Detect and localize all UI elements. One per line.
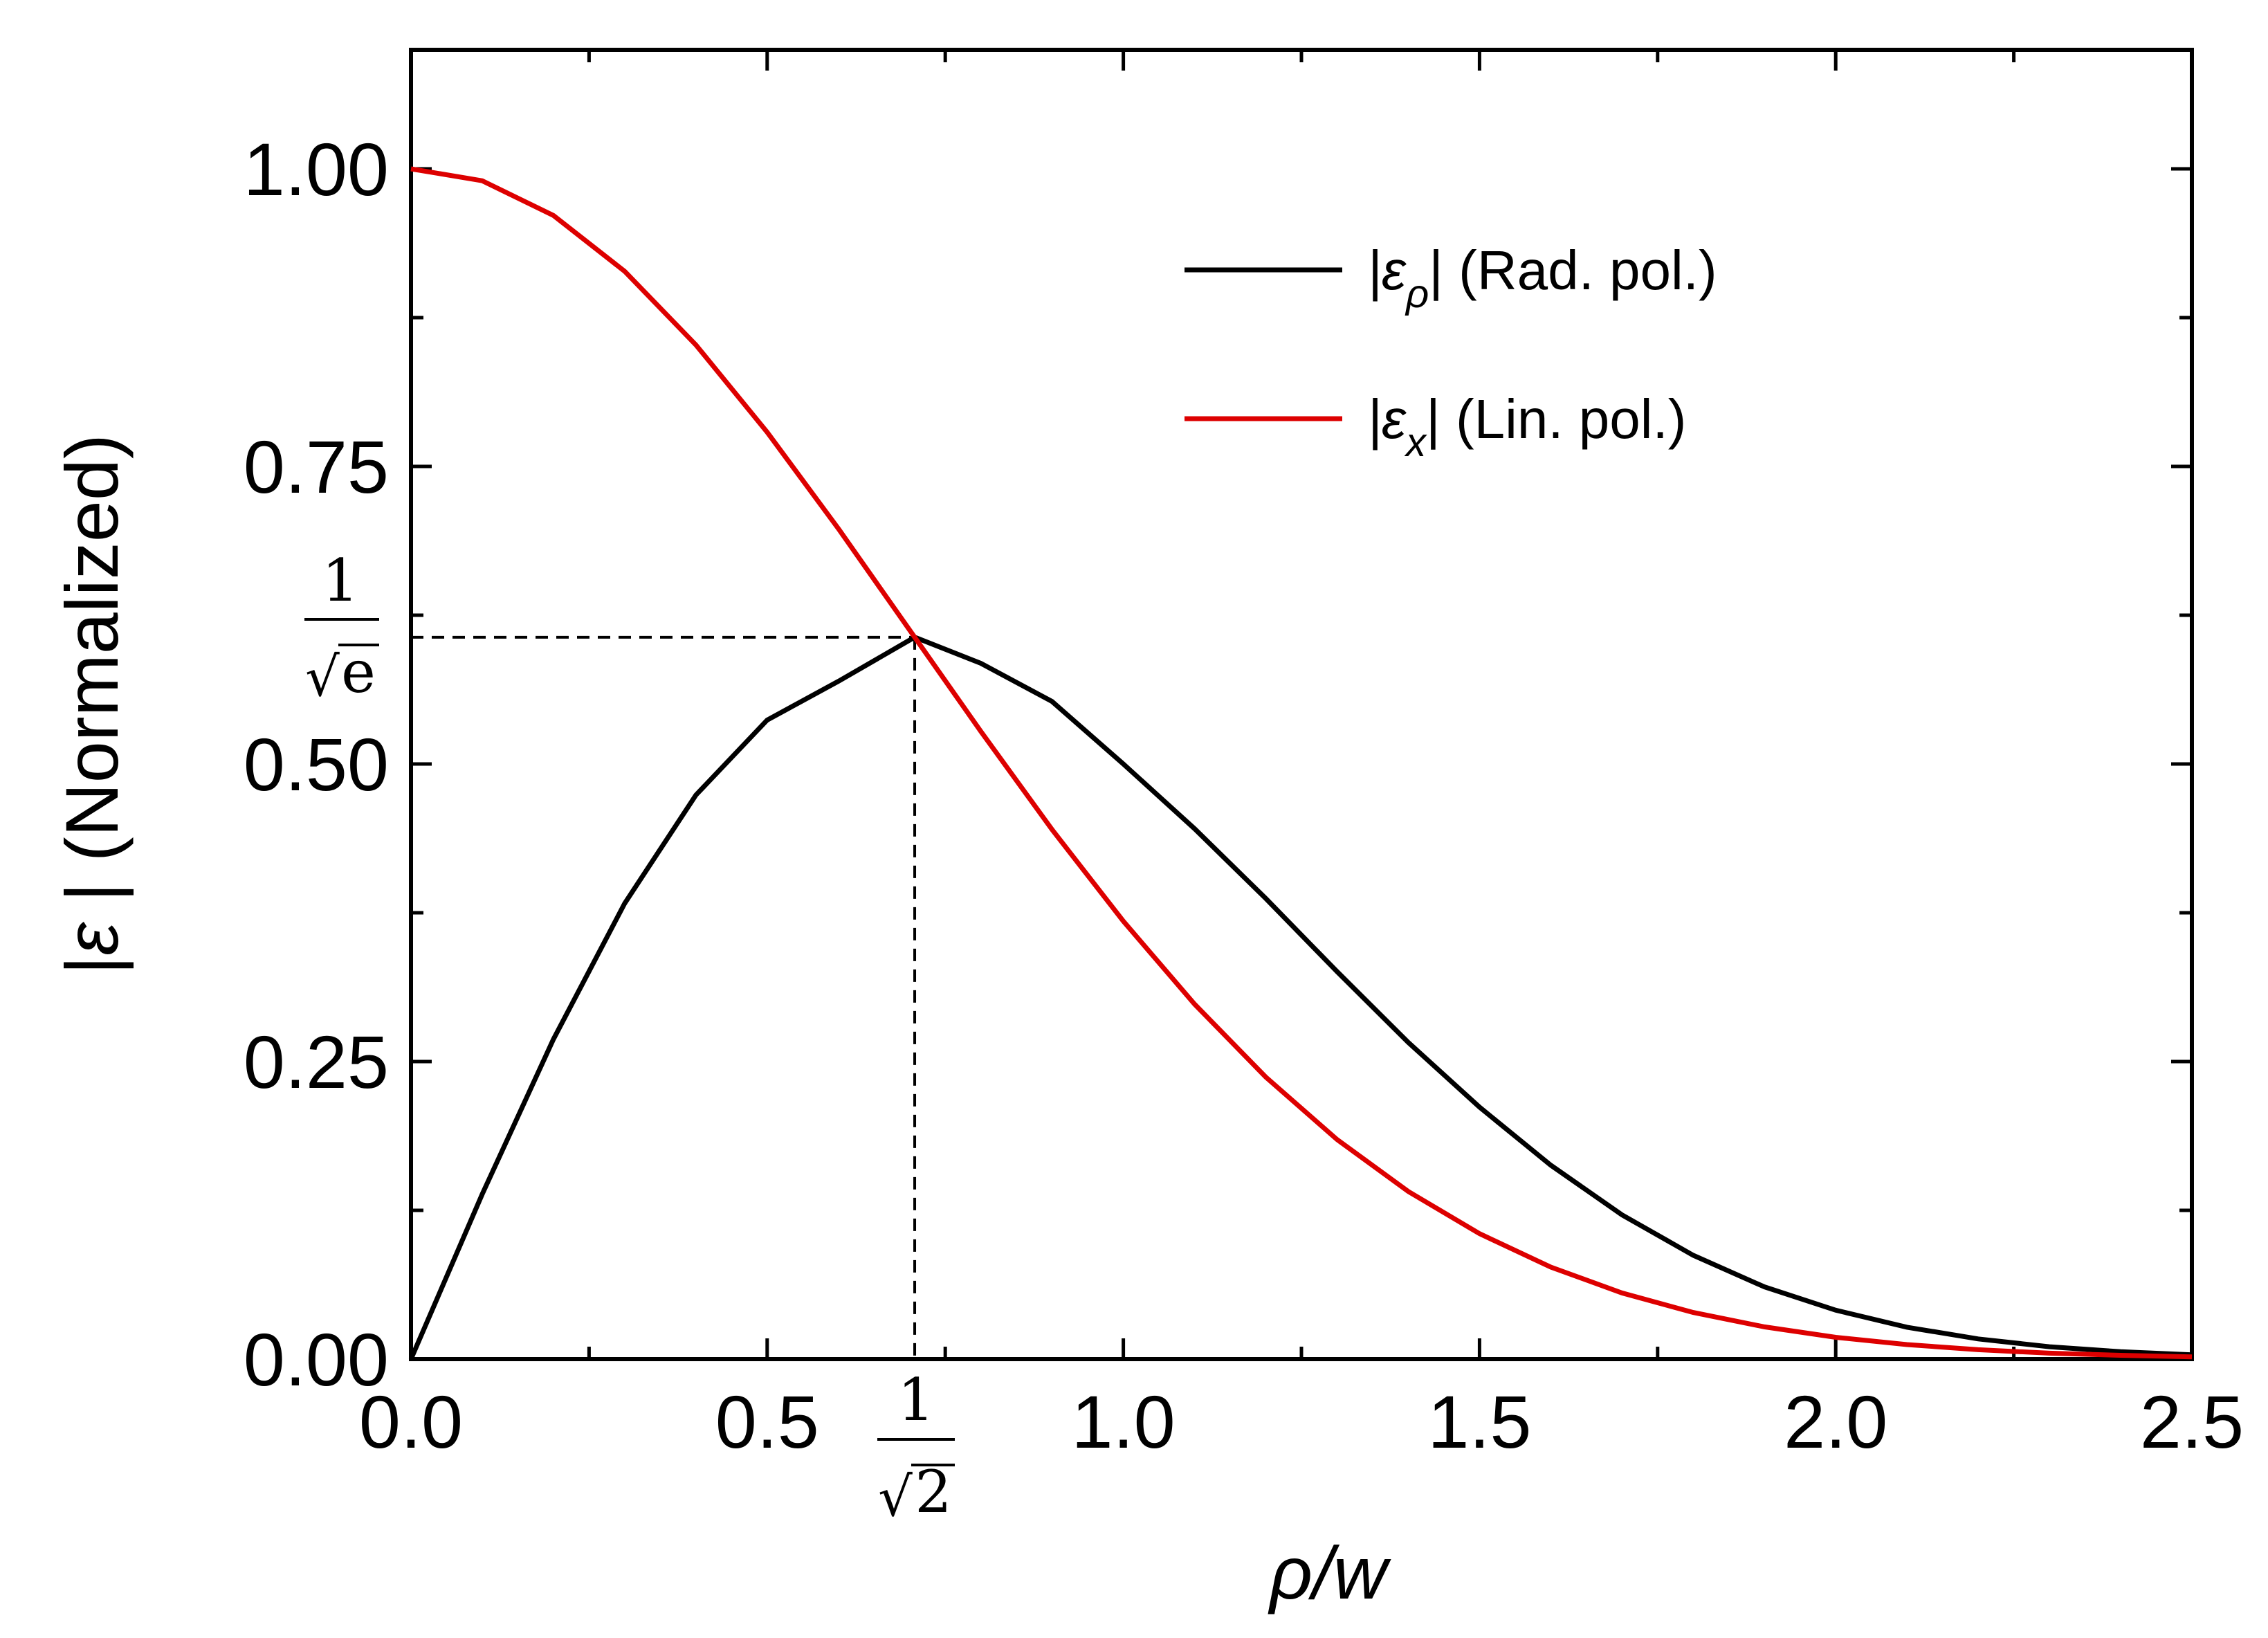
y-tick-label: 0.75 [244, 425, 389, 509]
y-axis-title-symbol: ε [50, 922, 134, 956]
x-peak-marker-label: 1 √ 2 [877, 1366, 955, 1529]
y-axis-title-abs: | [50, 956, 134, 975]
x-marker-sqrt-symbol: √ [878, 1466, 913, 1529]
legend: |ερ| (Rad. pol.) |εx| (Lin. pol.) [1185, 239, 1717, 465]
y-axis-title: |ε | (Normalized) [50, 434, 134, 975]
y-marker-numerator: 1 [322, 547, 358, 615]
y-tick-label: 0.00 [244, 1318, 389, 1401]
x-axis-title-rest: /w [1308, 1531, 1391, 1614]
y-axis-title-rest: | (Normalized) [50, 434, 134, 922]
axis-tick-labels: 0.0 0.5 1.0 1.5 2.0 2.5 0.00 0.25 0.50 0.75 1.00 [244, 127, 2244, 1464]
series-linear-polarization-line [410, 166, 2193, 1360]
x-tick-label: 2.5 [2140, 1380, 2244, 1464]
legend-radial-sub: ρ [1405, 271, 1429, 316]
y-peak-marker-label: 1 √ e [304, 547, 379, 709]
legend-radial-main: |ε [1367, 239, 1407, 302]
y-tick-label: 1.00 [244, 127, 389, 211]
y-marker-sqrt-symbol: √ [305, 646, 340, 709]
x-axis-title: ρ/w [1268, 1531, 1391, 1614]
y-tick-label: 0.25 [244, 1020, 389, 1104]
x-tick-label: 2.0 [1784, 1380, 1887, 1464]
y-marker-denominator: e [341, 638, 376, 706]
x-axis-title-rho: ρ [1268, 1531, 1313, 1614]
plot-frame [409, 48, 2194, 1361]
x-tick-label: 1.5 [1427, 1380, 1531, 1464]
x-marker-denominator: 2 [915, 1458, 951, 1526]
x-tick-label: 1.0 [1072, 1380, 1176, 1464]
x-tick-label: 0.0 [359, 1380, 463, 1464]
legend-linear-tail: | (Lin. pol.) [1426, 388, 1686, 450]
legend-label-radial: |ερ| (Rad. pol.) [1367, 239, 1717, 316]
legend-label-linear: |εx| (Lin. pol.) [1367, 388, 1686, 465]
axis-ticks [409, 50, 2194, 1361]
legend-radial-tail: | (Rad. pol.) [1429, 239, 1717, 301]
legend-linear-sub: x [1404, 420, 1427, 465]
x-marker-numerator: 1 [897, 1366, 934, 1434]
x-tick-label: 0.5 [715, 1380, 819, 1464]
legend-linear-main: |ε [1367, 388, 1407, 451]
series-radial-polarization-line [408, 634, 2193, 1361]
y-tick-label: 0.50 [244, 722, 389, 806]
